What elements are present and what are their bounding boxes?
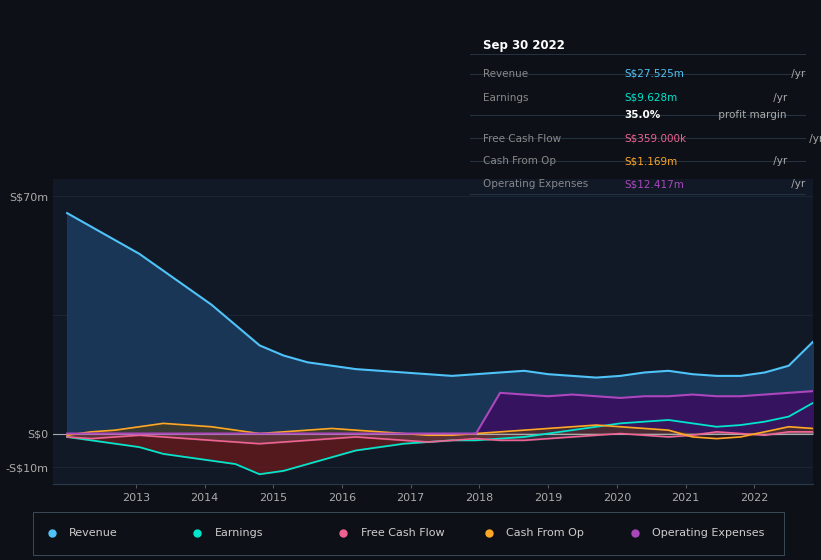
Text: S$12.417m: S$12.417m — [625, 179, 685, 189]
FancyBboxPatch shape — [33, 512, 784, 555]
Text: profit margin: profit margin — [715, 110, 787, 120]
Text: Cash From Op: Cash From Op — [507, 529, 585, 538]
Text: Free Cash Flow: Free Cash Flow — [483, 133, 562, 143]
Text: Revenue: Revenue — [483, 69, 528, 79]
Text: Sep 30 2022: Sep 30 2022 — [483, 39, 565, 52]
Text: /yr: /yr — [788, 69, 805, 79]
Text: Free Cash Flow: Free Cash Flow — [360, 529, 444, 538]
Text: 35.0%: 35.0% — [625, 110, 661, 120]
Text: S$9.628m: S$9.628m — [625, 92, 677, 102]
Text: /yr: /yr — [788, 179, 805, 189]
Text: Earnings: Earnings — [483, 92, 529, 102]
Text: Operating Expenses: Operating Expenses — [652, 529, 764, 538]
Text: Cash From Op: Cash From Op — [483, 156, 556, 166]
Text: Revenue: Revenue — [69, 529, 118, 538]
Text: /yr: /yr — [806, 133, 821, 143]
Text: /yr: /yr — [770, 92, 787, 102]
Text: S$359.000k: S$359.000k — [625, 133, 686, 143]
Text: /yr: /yr — [770, 156, 787, 166]
Text: Operating Expenses: Operating Expenses — [483, 179, 589, 189]
Text: S$1.169m: S$1.169m — [625, 156, 677, 166]
Text: Earnings: Earnings — [215, 529, 264, 538]
Text: S$27.525m: S$27.525m — [625, 69, 685, 79]
